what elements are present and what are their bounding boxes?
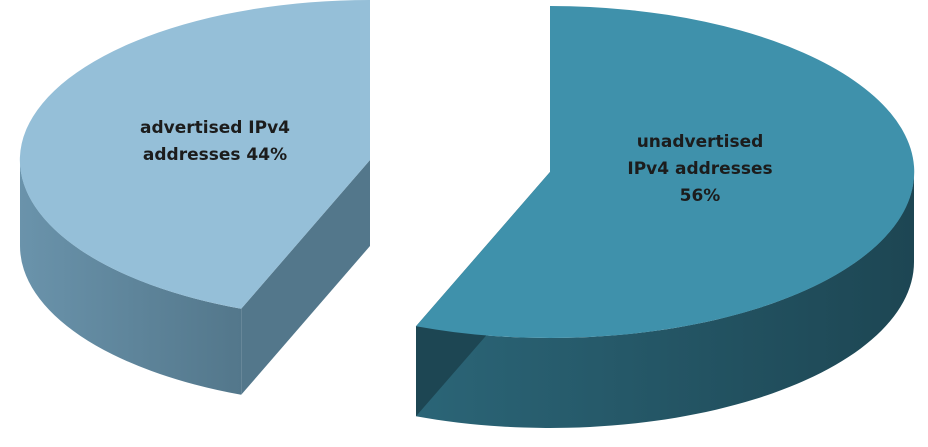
slice-1-label-line-1: IPv4 addresses	[627, 159, 772, 179]
slice-0-label-line-1: addresses 44%	[143, 145, 287, 165]
slice-layer	[19, 0, 915, 428]
slice-0-top	[19, 0, 370, 309]
slice-1-top	[416, 5, 915, 338]
slice-0-label-line-0: advertised IPv4	[140, 118, 290, 138]
label-layer: advertised IPv4 addresses 44% unadvertised…	[140, 118, 773, 206]
slice-1-side	[416, 172, 914, 428]
slice-0-cut-face	[241, 160, 370, 395]
slice-1-label-line-2: 56%	[680, 186, 721, 206]
slice-0-side	[19, 160, 242, 395]
slice-1-label-line-0: unadvertised	[637, 132, 764, 152]
